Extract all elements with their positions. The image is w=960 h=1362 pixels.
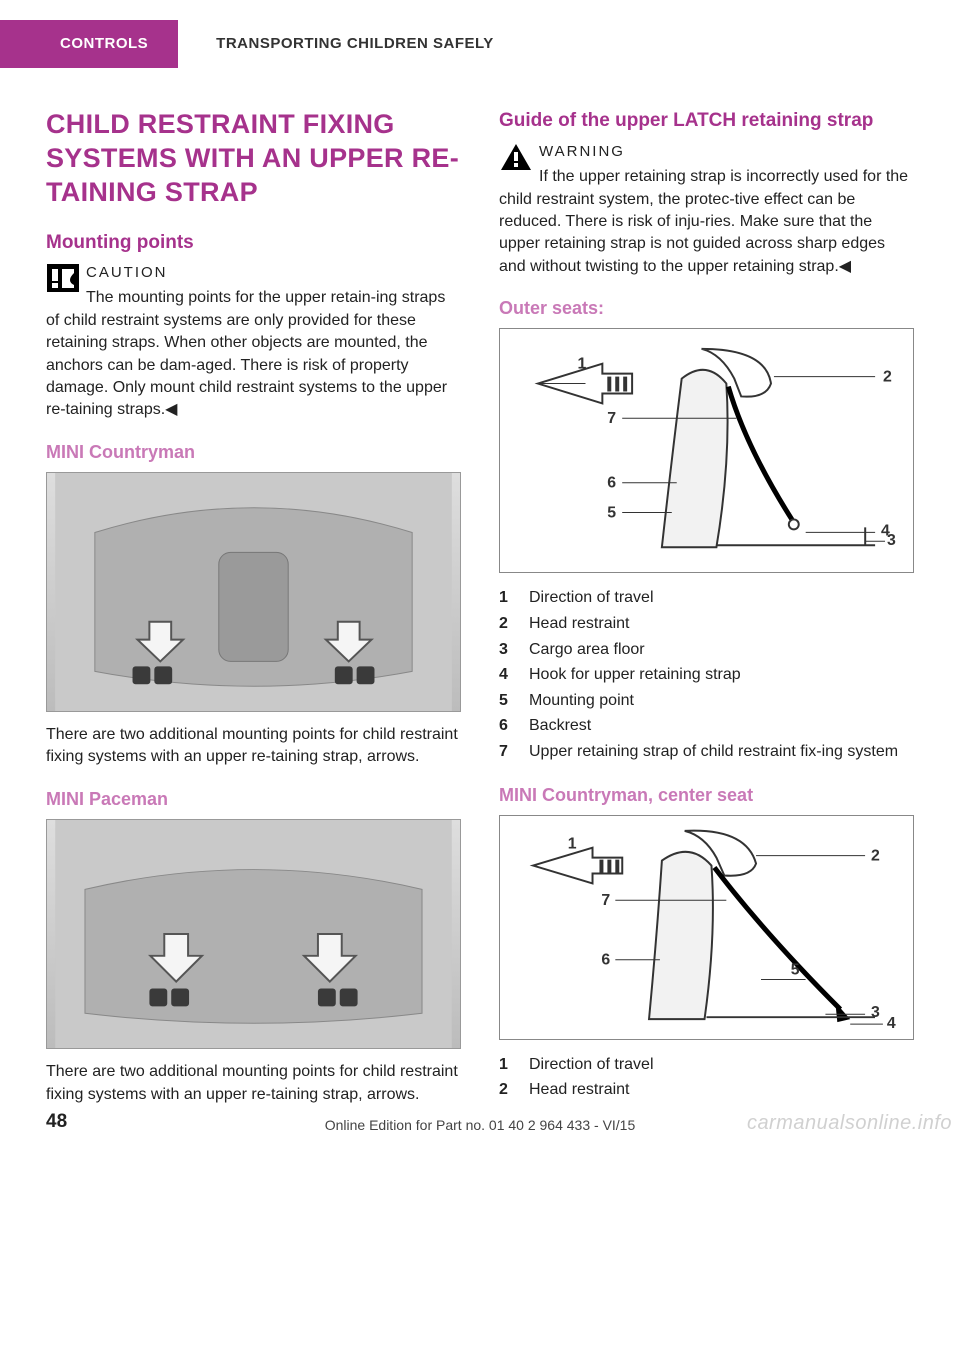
svg-text:3: 3 xyxy=(871,1004,880,1021)
list-item: 2Head restraint xyxy=(499,1077,914,1103)
paceman-figure xyxy=(46,819,461,1049)
left-column: CHILD RESTRAINT FIXING SYSTEMS WITH AN U… xyxy=(46,108,461,1117)
caution-label: CAUTION xyxy=(46,263,461,287)
list-item: 4Hook for upper retaining strap xyxy=(499,662,914,688)
list-item: 3Cargo area floor xyxy=(499,637,914,663)
legend-text: Head restraint xyxy=(529,611,630,637)
center-seat-diagram: 1 2 3 4 5 6 7 xyxy=(499,815,914,1040)
svg-text:1: 1 xyxy=(568,836,577,853)
outer-seats-legend: 1Direction of travel 2Head restraint 3Ca… xyxy=(499,585,914,764)
header-subtitle: TRANSPORTING CHILDREN SAFELY xyxy=(178,20,494,68)
paceman-text: There are two additional mounting points… xyxy=(46,1061,461,1106)
warning-icon xyxy=(499,142,533,172)
svg-text:5: 5 xyxy=(607,505,616,522)
list-item: 7Upper retaining strap of child restrain… xyxy=(499,739,914,765)
guide-heading: Guide of the upper LATCH retaining strap xyxy=(499,108,914,134)
center-seat-legend: 1Direction of travel 2Head restraint xyxy=(499,1052,914,1103)
list-item: 1Direction of travel xyxy=(499,585,914,611)
svg-text:7: 7 xyxy=(607,411,616,428)
countryman-text: There are two additional mounting points… xyxy=(46,724,461,769)
legend-text: Upper retaining strap of child restraint… xyxy=(529,739,898,765)
warning-box: WARNING If the upper retaining strap is … xyxy=(499,142,914,278)
countryman-figure xyxy=(46,472,461,712)
mounting-points-heading: Mounting points xyxy=(46,230,461,256)
list-item: 5Mounting point xyxy=(499,688,914,714)
list-item: 1Direction of travel xyxy=(499,1052,914,1078)
list-item: 6Backrest xyxy=(499,713,914,739)
svg-text:2: 2 xyxy=(883,369,892,386)
outer-seats-diagram: 1 2 3 4 5 6 7 xyxy=(499,328,914,573)
legend-text: Direction of travel xyxy=(529,585,654,611)
page-header: CONTROLS TRANSPORTING CHILDREN SAFELY xyxy=(0,20,914,68)
legend-text: Hook for upper retaining strap xyxy=(529,662,741,688)
svg-text:2: 2 xyxy=(871,847,880,864)
outer-seats-heading: Outer seats: xyxy=(499,296,914,320)
legend-text: Mounting point xyxy=(529,688,634,714)
warning-text: If the upper retaining strap is incorrec… xyxy=(499,168,908,275)
svg-text:7: 7 xyxy=(601,892,610,909)
caution-text: The mounting points for the upper retain… xyxy=(46,289,447,418)
section-title: CHILD RESTRAINT FIXING SYSTEMS WITH AN U… xyxy=(46,108,461,209)
header-tab: CONTROLS xyxy=(0,20,178,68)
caution-box: CAUTION The mounting points for the uppe… xyxy=(46,263,461,422)
svg-text:1: 1 xyxy=(578,356,587,373)
svg-text:4: 4 xyxy=(881,523,890,540)
legend-text: Head restraint xyxy=(529,1077,630,1103)
list-item: 2Head restraint xyxy=(499,611,914,637)
svg-text:6: 6 xyxy=(601,952,610,969)
caution-icon xyxy=(46,263,80,293)
warning-label: WARNING xyxy=(499,142,914,166)
watermark: carmanualsonline.info xyxy=(747,1110,952,1137)
svg-text:5: 5 xyxy=(791,961,800,978)
svg-text:4: 4 xyxy=(887,1015,896,1032)
paceman-heading: MINI Paceman xyxy=(46,787,461,811)
right-column: Guide of the upper LATCH retaining strap… xyxy=(499,108,914,1117)
legend-text: Cargo area floor xyxy=(529,637,645,663)
svg-text:6: 6 xyxy=(607,475,616,492)
center-seat-heading: MINI Countryman, center seat xyxy=(499,783,914,807)
legend-text: Backrest xyxy=(529,713,591,739)
countryman-heading: MINI Countryman xyxy=(46,440,461,464)
legend-text: Direction of travel xyxy=(529,1052,654,1078)
